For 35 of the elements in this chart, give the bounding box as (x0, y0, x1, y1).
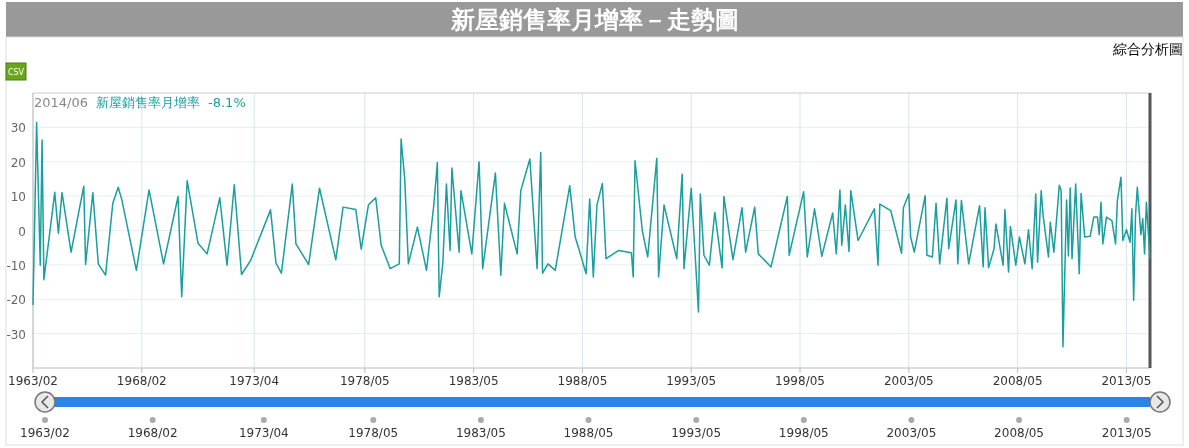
y-tick-label: -30 (6, 327, 26, 342)
csv-button: CSV (5, 62, 27, 81)
x2-tick-label: 1973/04 (238, 426, 289, 440)
x2-tick-label: 1998/05 (778, 426, 829, 440)
x-tick-label: 1978/05 (339, 374, 390, 388)
y-tick-label: 20 (10, 155, 26, 170)
annotation: 2014/06 (34, 95, 89, 110)
annotation: -8.1% (208, 95, 246, 110)
x2-tick-label: 1978/05 (348, 426, 399, 440)
x2-tick-label: 1993/05 (671, 426, 722, 440)
x-tick-label: 2003/05 (883, 374, 934, 388)
x2-tick-label: 1963/02 (20, 426, 70, 440)
x2-tick-label: 1968/02 (127, 426, 178, 440)
y-tick-label: -10 (6, 258, 26, 273)
x2-tick-label: 1983/05 (455, 426, 506, 440)
x-tick-label: 1973/04 (229, 374, 280, 388)
x-tick-label: 1983/05 (448, 374, 499, 388)
x-tick-label: 1998/05 (775, 374, 825, 388)
x-tick-label: 1988/05 (557, 374, 608, 388)
y-tick-label: 10 (10, 190, 26, 205)
x-tick-label: 2013/05 (1101, 374, 1152, 388)
y-tick-label: -20 (6, 293, 26, 308)
y-tick-label: 30 (10, 121, 26, 136)
text: 綜合分析圖 (1112, 41, 1183, 57)
x-tick-label: 1993/05 (666, 374, 717, 388)
x-tick-label: 2008/05 (992, 374, 1043, 388)
chart-title: 新屋銷售率月增率－走勢圖 (449, 5, 739, 34)
x2-tick-label: 1988/05 (563, 426, 614, 440)
x2-tick-label: 2013/05 (1101, 426, 1152, 440)
x2-tick-label: 2008/05 (994, 426, 1044, 440)
y-tick-label: 0 (18, 224, 26, 239)
text: 新屋銷售率月增率 (96, 95, 201, 110)
x2-tick-label: 2003/05 (886, 426, 937, 440)
x-tick-label: 1963/02 (8, 374, 58, 388)
x-tick-label: 1968/02 (116, 374, 167, 388)
